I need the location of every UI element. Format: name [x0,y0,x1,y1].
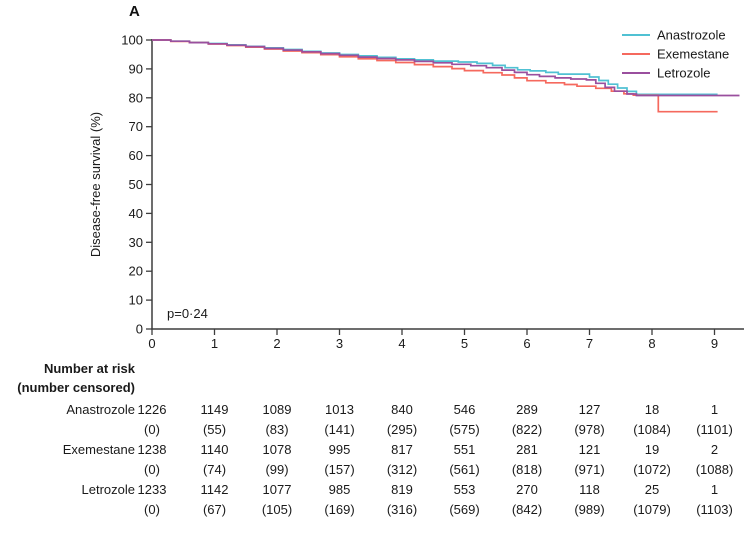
risk-count-cell: 551 [453,442,476,457]
risk-count-cell: 127 [578,402,601,417]
risk-censored-cell: (1103) [696,502,733,517]
legend-label-letrozole: Letrozole [657,66,710,81]
axes: 0 10 20 30 40 50 60 70 80 90 100 0 1 2 3 4 5 6 7 8 9 [121,33,744,351]
km-survival-chart: 0 10 20 30 40 50 60 70 80 90 100 0 1 2 3 4 5 6 7 8 9 Anastro… [88,28,744,351]
risk-censored-cell: (74) [202,462,227,477]
risk-count-cell: 1233 [137,482,167,497]
y-tick-label: 100 [121,33,143,48]
risk-count-cell: 817 [391,442,413,457]
risk-count-cell: 1078 [262,442,292,457]
risk-censored-cell: (83) [265,422,289,437]
y-tick-label: 60 [129,148,143,163]
y-tick-label: 90 [129,61,143,76]
risk-censored-cell: (818) [511,462,543,477]
risk-count-cell: 1142 [200,482,229,497]
legend-label-anastrozole: Anastrozole [657,28,726,43]
risk-count-cell: 18 [644,402,660,417]
risk-censored-cell: (99) [265,462,289,477]
y-tick-label: 70 [129,119,143,134]
risk-censored-cell: (1088) [695,462,734,477]
risk-censored-cell: (55) [202,422,227,437]
risk-count-cell: 1089 [262,402,292,417]
risk-count-cell: 1077 [262,482,292,497]
y-tick-label: 50 [129,177,143,192]
risk-censored-cell: (971) [574,462,605,477]
risk-row-label-exemestane: Exemestane [62,442,135,457]
risk-censored-cell: (157) [324,462,355,477]
risk-row-label-letrozole: Letrozole [81,482,135,497]
risk-count-cell: 1 [710,482,719,497]
x-tick-label: 7 [586,336,593,351]
x-tick-label: 6 [523,336,530,351]
risk-censored-cell: (169) [324,502,355,517]
y-tick-label: 0 [136,322,143,337]
y-tick-label: 30 [129,235,143,250]
risk-censored-cell: (978) [574,422,605,437]
risk-count-cell: 289 [516,402,538,417]
risk-censored-cell: (67) [202,502,227,517]
risk-table-header-line1: Number at risk [43,361,135,376]
risk-count-cell: 995 [328,442,351,457]
legend-label-exemestane: Exemestane [657,47,729,62]
x-tick-label: 9 [711,336,718,351]
risk-censored-cell: (295) [386,422,418,437]
risk-count-cell: 118 [579,482,600,497]
x-tick-label: 5 [461,336,468,351]
risk-count-cell: 553 [453,482,476,497]
risk-table-header-line2: (number censored) [17,380,135,395]
risk-censored-cell: (0) [144,422,160,437]
risk-censored-cell: (141) [324,422,355,437]
risk-censored-cell: (822) [511,422,543,437]
risk-count-cell: 819 [391,482,413,497]
risk-censored-cell: (1079) [633,502,671,517]
risk-count-cell: 1013 [325,402,354,417]
risk-count-cell: 1 [710,402,719,417]
risk-censored-cell: (989) [574,502,605,517]
series-curve-letrozole [152,39,740,97]
risk-censored-cell: (1101) [696,422,733,437]
risk-censored-cell: (842) [511,502,543,517]
panel-label: A [129,3,140,20]
risk-censored-cell: (569) [449,502,480,517]
risk-count-cell: 1149 [200,402,229,417]
risk-censored-cell: (0) [144,462,160,477]
risk-count-cell: 270 [516,482,538,497]
risk-censored-cell: (575) [449,422,480,437]
y-tick-label: 10 [129,293,143,308]
p-value-annotation: p=0·24 [167,306,208,321]
legend: Anastrozole Exemestane Letrozole [622,28,729,81]
risk-row-label-anastrozole: Anastrozole [66,402,135,417]
risk-count-cell: 1238 [137,442,167,457]
risk-censored-cell: (312) [386,462,418,477]
risk-count-cell: 546 [453,402,476,417]
x-tick-label: 1 [211,336,218,351]
risk-censored-cell: (0) [144,502,160,517]
risk-count-cell: 985 [328,482,351,497]
risk-count-cell: 2 [710,442,719,457]
y-tick-label: 40 [129,206,143,221]
y-axis-title: Disease-free survival (%) [88,112,103,257]
risk-count-cell: 121 [578,442,601,457]
y-tick-label: 80 [129,90,143,105]
y-tick-label: 20 [129,264,143,279]
x-tick-label: 2 [273,336,280,351]
risk-censored-cell: (561) [449,462,480,477]
x-tick-label: 4 [398,336,405,351]
risk-censored-cell: (105) [261,502,293,517]
risk-count-cell: 840 [391,402,413,417]
risk-count-cell: 281 [516,442,538,457]
risk-count-cell: 25 [644,482,660,497]
survival-curves [152,39,740,113]
risk-count-cell: 19 [644,442,660,457]
risk-censored-cell: (316) [386,502,418,517]
x-tick-label: 8 [648,336,655,351]
risk-count-cell: 1226 [137,402,167,417]
risk-censored-cell: (1084) [633,422,671,437]
risk-censored-cell: (1072) [633,462,671,477]
x-tick-label: 0 [148,336,155,351]
x-tick-label: 3 [336,336,343,351]
risk-count-cell: 1140 [200,442,229,457]
